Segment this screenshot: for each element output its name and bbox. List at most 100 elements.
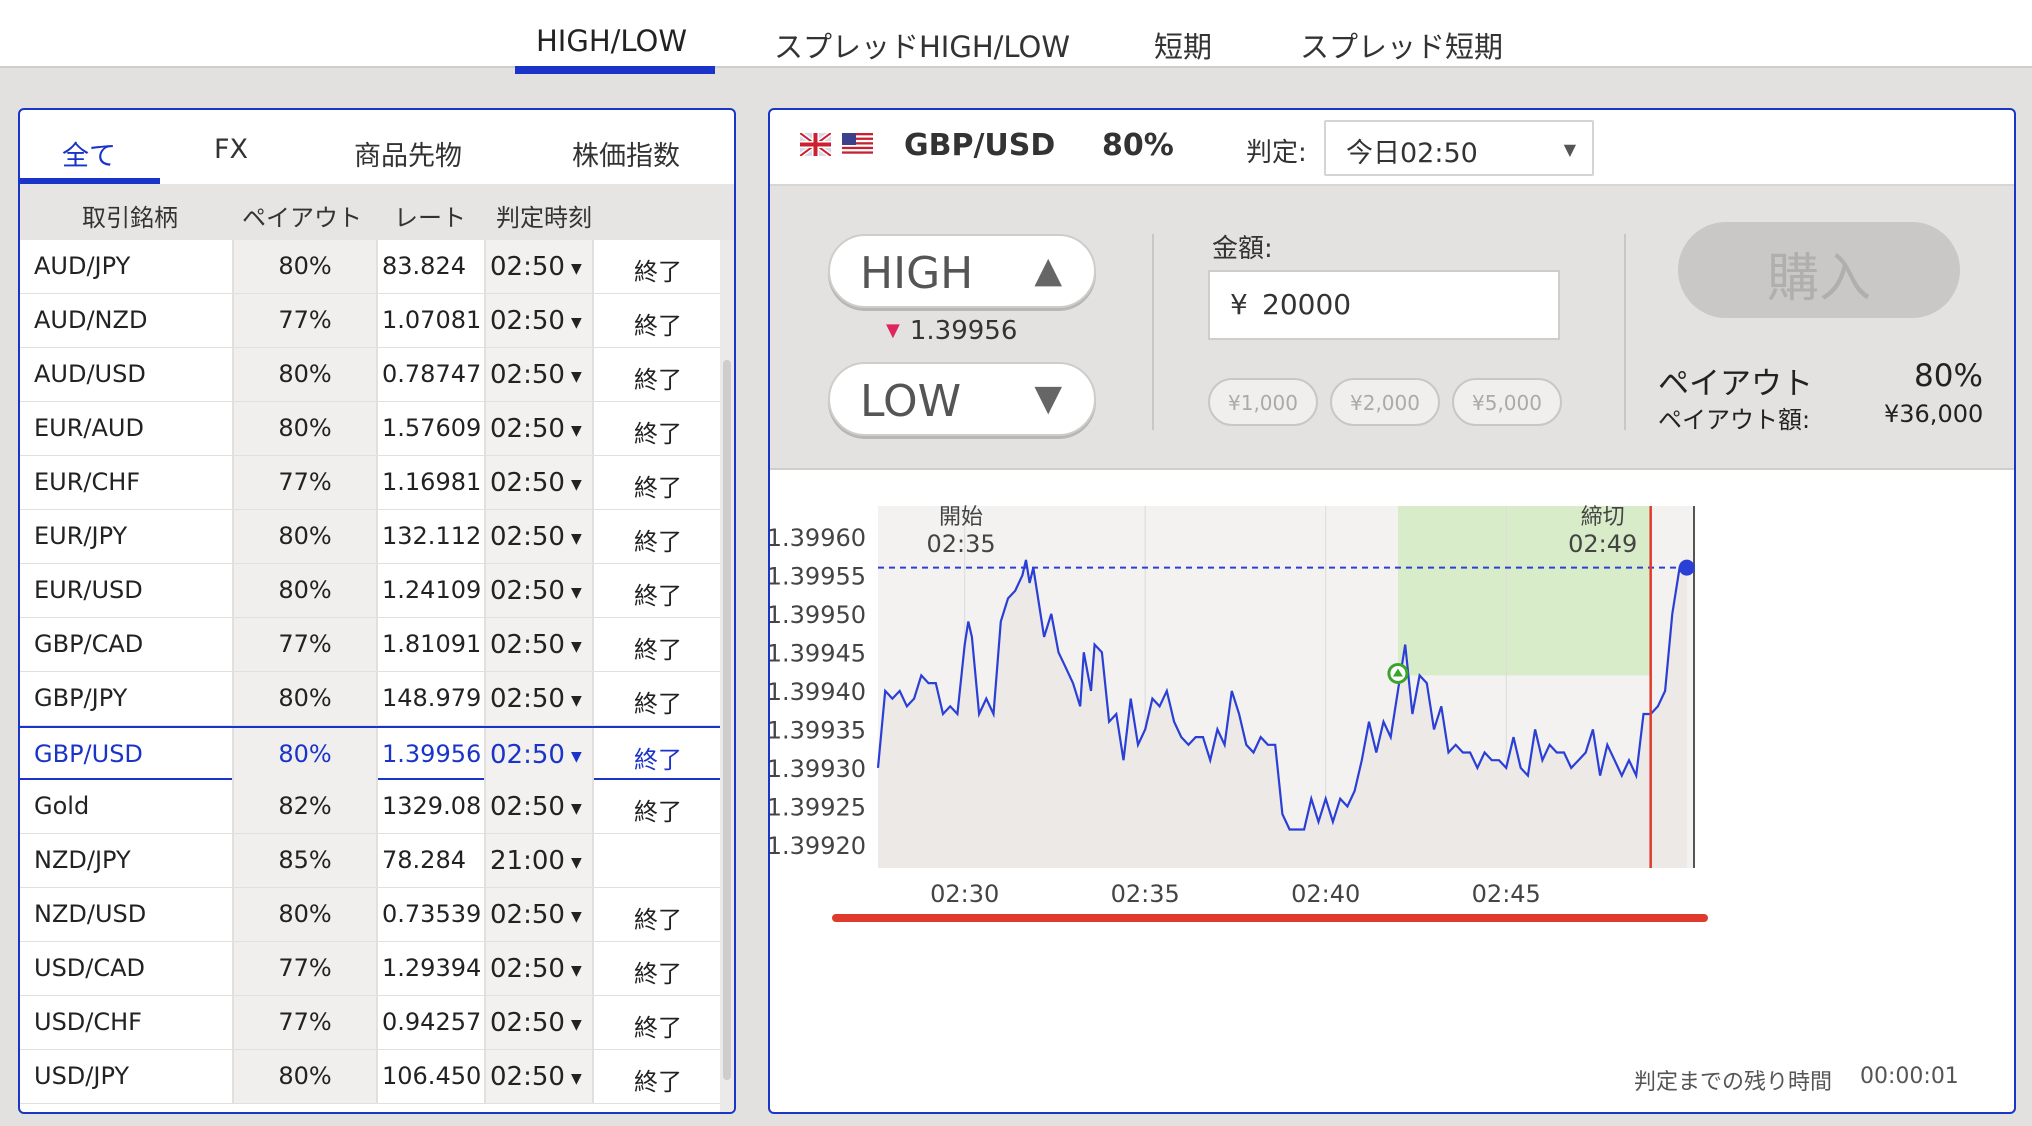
table-row[interactable]: EUR/CHF 77% 1.16981 02:50 ▼ 終了 xyxy=(20,456,720,510)
asset-list-panel: 全て FX 商品先物 株価指数 取引銘柄 ペイアウト レート 判定時刻 AUD/… xyxy=(18,108,736,1114)
divider xyxy=(232,728,234,781)
row-payout: 85% xyxy=(234,834,376,887)
divider xyxy=(232,888,234,941)
category-tab-commodities[interactable]: 商品先物 xyxy=(354,141,462,172)
row-rate: 1.24109 xyxy=(382,576,482,604)
divider xyxy=(592,294,594,347)
row-time-select[interactable]: 02:50 ▼ xyxy=(486,618,592,671)
amount-chip-1000[interactable]: ¥1,000 xyxy=(1208,378,1318,426)
table-row[interactable]: EUR/JPY 80% 132.112 02:50 ▼ 終了 xyxy=(20,510,720,564)
row-symbol: EUR/JPY xyxy=(34,522,128,550)
row-rate: 83.824 xyxy=(382,252,466,280)
row-time: 02:50 xyxy=(490,360,565,390)
table-row[interactable]: EUR/AUD 80% 1.57609 02:50 ▼ 終了 xyxy=(20,402,720,456)
remaining-time-value: 00:00:01 xyxy=(1860,1064,1959,1089)
table-row[interactable]: GBP/JPY 80% 148.979 02:50 ▼ 終了 xyxy=(20,672,720,726)
row-rate: 132.112 xyxy=(382,522,482,550)
row-time-select[interactable]: 02:50 ▼ xyxy=(486,348,592,401)
divider xyxy=(484,888,486,941)
judge-time-select[interactable]: 今日02:50 ▼ xyxy=(1324,120,1594,176)
chevron-down-icon: ▼ xyxy=(570,1071,582,1087)
y-tick-label: 1.39920 xyxy=(770,832,866,860)
tab-spread-short-term[interactable]: スプレッド短期 xyxy=(1300,30,1504,64)
divider xyxy=(484,510,486,563)
table-row[interactable]: USD/CAD 77% 1.29394 02:50 ▼ 終了 xyxy=(20,942,720,996)
row-time-select[interactable]: 02:50 ▼ xyxy=(486,728,592,781)
row-time-select[interactable]: 02:50 ▼ xyxy=(486,564,592,617)
row-time-select[interactable]: 21:00 ▼ xyxy=(486,834,592,887)
row-time: 02:50 xyxy=(490,1062,565,1092)
amount-input[interactable]: ¥ 20000 xyxy=(1208,270,1560,340)
divider xyxy=(592,510,594,563)
table-row[interactable]: AUD/NZD 77% 1.07081 02:50 ▼ 終了 xyxy=(20,294,720,348)
row-time-select[interactable]: 02:50 ▼ xyxy=(486,402,592,455)
table-row[interactable]: GBP/CAD 77% 1.81091 02:50 ▼ 終了 xyxy=(20,618,720,672)
row-time: 02:50 xyxy=(490,468,565,498)
table-row[interactable]: AUD/JPY 80% 83.824 02:50 ▼ 終了 xyxy=(20,240,720,294)
table-row[interactable]: NZD/JPY 85% 78.284 21:00 ▼ xyxy=(20,834,720,888)
table-row[interactable]: Gold 82% 1329.08 02:50 ▼ 終了 xyxy=(20,780,720,834)
divider xyxy=(232,456,234,509)
chevron-down-icon: ▼ xyxy=(570,315,582,331)
row-rate: 0.73539 xyxy=(382,900,482,928)
y-tick-label: 1.39935 xyxy=(770,716,866,744)
low-button[interactable]: LOW ▼ xyxy=(828,362,1096,436)
x-tick-label: 02:30 xyxy=(930,880,999,908)
high-button[interactable]: HIGH ▲ xyxy=(828,234,1096,308)
chevron-down-icon: ▼ xyxy=(570,963,582,979)
row-time-select[interactable]: 02:50 ▼ xyxy=(486,240,592,293)
row-payout: 77% xyxy=(234,996,376,1049)
tab-spread-high-low[interactable]: スプレッドHIGH/LOW xyxy=(774,30,1071,64)
table-row[interactable]: NZD/USD 80% 0.73539 02:50 ▼ 終了 xyxy=(20,888,720,942)
divider xyxy=(592,996,594,1049)
row-rate: 1.29394 xyxy=(382,954,482,982)
table-row[interactable]: USD/JPY 80% 106.450 02:50 ▼ 終了 xyxy=(20,1050,720,1104)
divider xyxy=(592,780,594,833)
row-payout: 77% xyxy=(234,618,376,671)
table-row[interactable]: GBP/USD 80% 1.39956 02:50 ▼ 終了 xyxy=(20,726,720,781)
category-tab-all[interactable]: 全て xyxy=(62,141,116,172)
row-time-select[interactable]: 02:50 ▼ xyxy=(486,456,592,509)
row-time-select[interactable]: 02:50 ▼ xyxy=(486,942,592,995)
divider xyxy=(376,348,378,401)
col-rate: レート xyxy=(394,204,466,232)
row-symbol: Gold xyxy=(34,792,90,820)
divider xyxy=(592,348,594,401)
amount-value: 20000 xyxy=(1262,288,1352,321)
table-row[interactable]: USD/CHF 77% 0.94257 02:50 ▼ 終了 xyxy=(20,996,720,1050)
x-tick-label: 02:40 xyxy=(1291,880,1360,908)
row-time-select[interactable]: 02:50 ▼ xyxy=(486,672,592,725)
row-time-select[interactable]: 02:50 ▼ xyxy=(486,996,592,1049)
row-status: 終了 xyxy=(634,420,682,448)
category-tab-indicator xyxy=(20,178,160,184)
remaining-time-label: 判定までの残り時間 xyxy=(1634,1070,1833,1095)
table-row[interactable]: EUR/USD 80% 1.24109 02:50 ▼ 終了 xyxy=(20,564,720,618)
tab-high-low[interactable]: HIGH/LOW xyxy=(536,24,688,58)
row-time: 02:50 xyxy=(490,414,565,444)
row-rate: 0.78747 xyxy=(382,360,482,388)
category-tab-indices[interactable]: 株価指数 xyxy=(572,141,680,172)
row-payout: 80% xyxy=(234,240,376,293)
table-header: 取引銘柄 ペイアウト レート 判定時刻 xyxy=(20,184,734,240)
category-tab-fx[interactable]: FX xyxy=(214,134,249,165)
divider xyxy=(484,618,486,671)
down-triangle-icon: ▼ xyxy=(886,320,900,341)
divider xyxy=(484,348,486,401)
row-time-select[interactable]: 02:50 ▼ xyxy=(486,780,592,833)
tab-short-term[interactable]: 短期 xyxy=(1154,30,1213,64)
trade-header: GBP/USD 80% 判定: 今日02:50 ▼ xyxy=(770,110,2014,186)
row-payout: 80% xyxy=(234,402,376,455)
scrollbar-thumb[interactable] xyxy=(723,360,731,1080)
row-status: 終了 xyxy=(634,746,682,774)
row-time-select[interactable]: 02:50 ▼ xyxy=(486,1050,592,1103)
amount-chip-5000[interactable]: ¥5,000 xyxy=(1452,378,1562,426)
judge-time-value: 今日02:50 xyxy=(1346,138,1478,169)
row-time-select[interactable]: 02:50 ▼ xyxy=(486,888,592,941)
row-time-select[interactable]: 02:50 ▼ xyxy=(486,294,592,347)
row-status: 終了 xyxy=(634,474,682,502)
row-time-select[interactable]: 02:50 ▼ xyxy=(486,510,592,563)
table-row[interactable]: AUD/USD 80% 0.78747 02:50 ▼ 終了 xyxy=(20,348,720,402)
buy-button[interactable]: 購入 xyxy=(1678,222,1960,318)
y-tick-label: 1.39945 xyxy=(770,639,866,667)
amount-chip-2000[interactable]: ¥2,000 xyxy=(1330,378,1440,426)
